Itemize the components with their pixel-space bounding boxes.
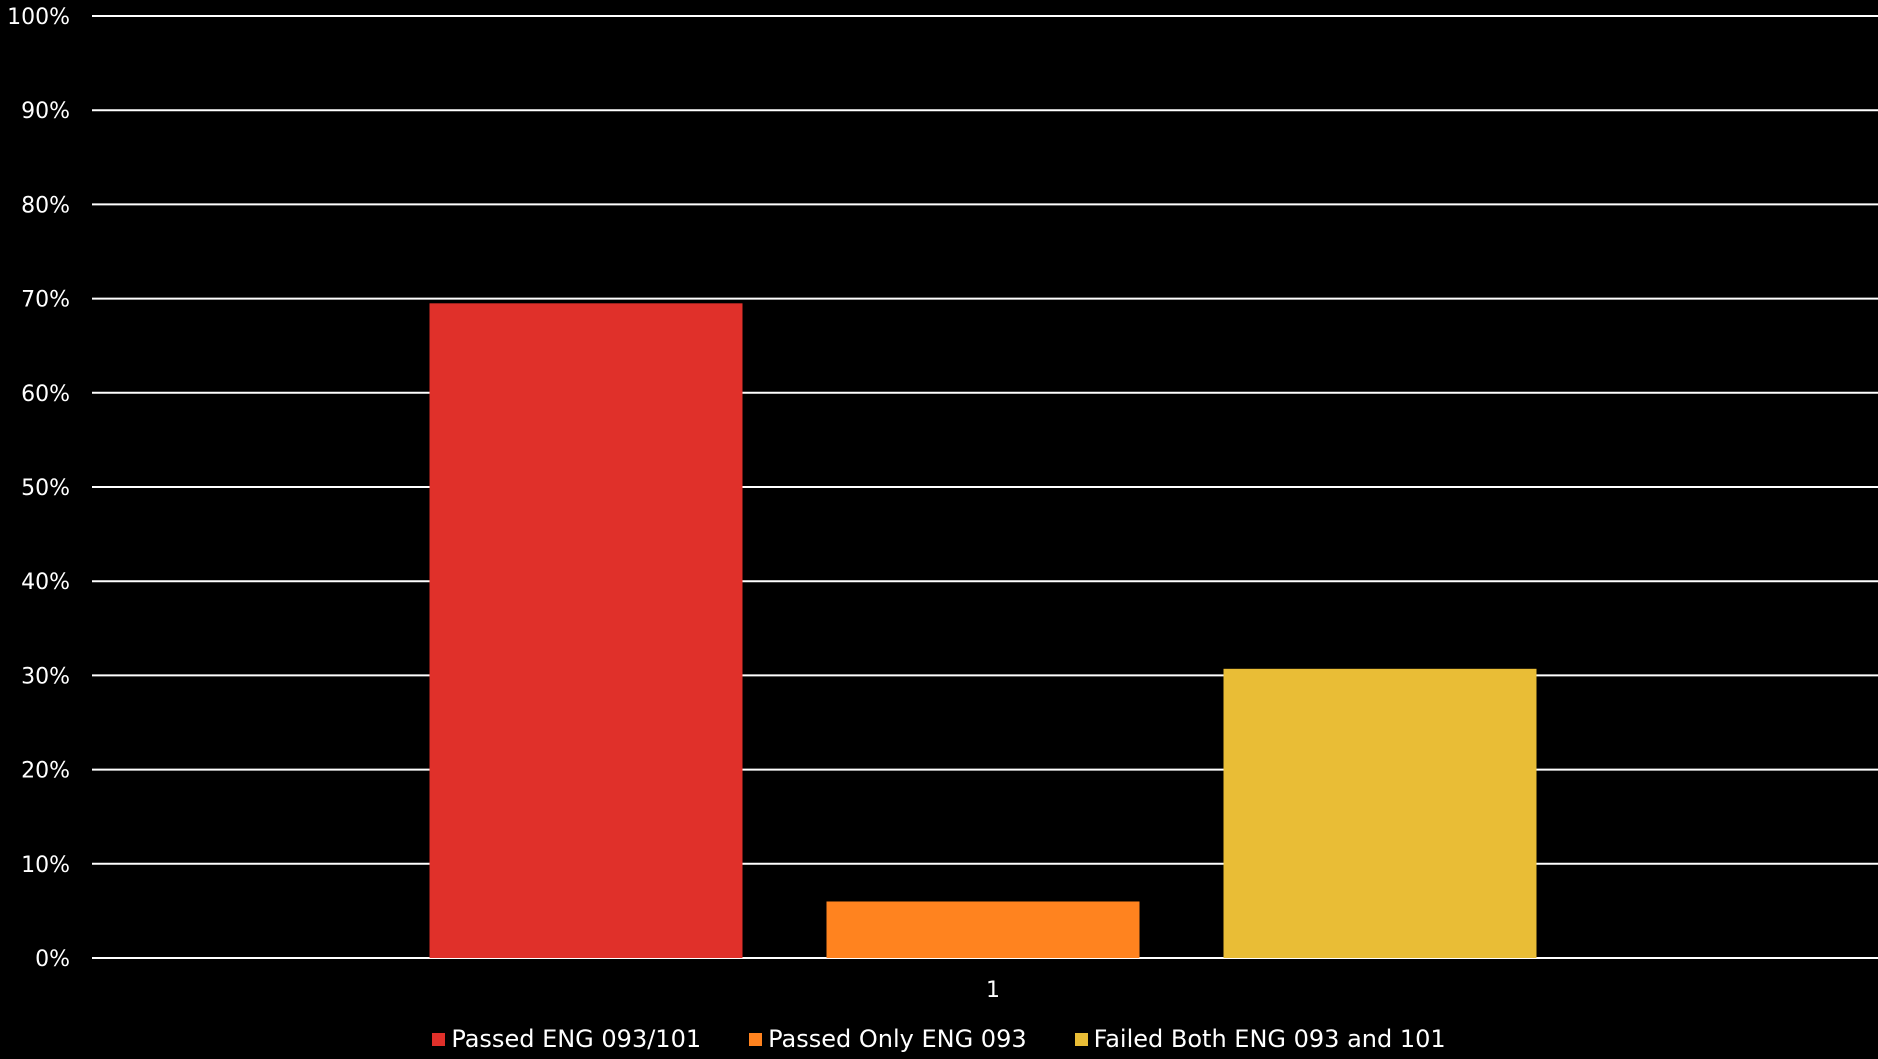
y-tick-label: 70% [21,288,70,313]
y-tick-label: 80% [21,193,70,218]
legend-item-passed-eng-093-101: Passed ENG 093/101 [432,1025,701,1053]
y-axis-ticks: 0% 10% 20% 30% 40% 50% 60% 70% 80% 90% 100% [7,5,70,972]
y-tick-label: 100% [7,5,70,30]
y-tick-label: 60% [21,382,70,407]
gridlines [92,15,1878,959]
legend-label: Passed ENG 093/101 [451,1025,702,1053]
bar-passed-eng-093-101 [429,303,743,958]
bars [429,303,1537,958]
legend-item-failed-both: Failed Both ENG 093 and 101 [1074,1025,1446,1053]
legend-label: Passed Only ENG 093 [768,1025,1027,1053]
y-tick-label: 40% [21,570,70,595]
y-tick-label: 50% [21,476,70,501]
y-tick-label: 30% [21,664,70,689]
y-tick-label: 0% [35,947,70,972]
legend-swatch [1074,1032,1088,1046]
y-tick-label: 10% [21,853,70,878]
bar-passed-only-eng-093 [826,901,1140,958]
y-tick-label: 20% [21,759,70,784]
bar-failed-both-eng-093-and-101 [1223,668,1537,958]
legend-swatch [432,1032,446,1046]
x-axis-ticks: 1 [986,978,1000,1003]
legend: Passed ENG 093/101 Passed Only ENG 093 F… [0,1025,1878,1053]
x-tick-label: 1 [986,978,1000,1003]
legend-swatch [749,1032,763,1046]
legend-label: Failed Both ENG 093 and 101 [1093,1025,1446,1053]
y-tick-label: 90% [21,99,70,124]
legend-item-passed-only-eng-093: Passed Only ENG 093 [749,1025,1027,1053]
